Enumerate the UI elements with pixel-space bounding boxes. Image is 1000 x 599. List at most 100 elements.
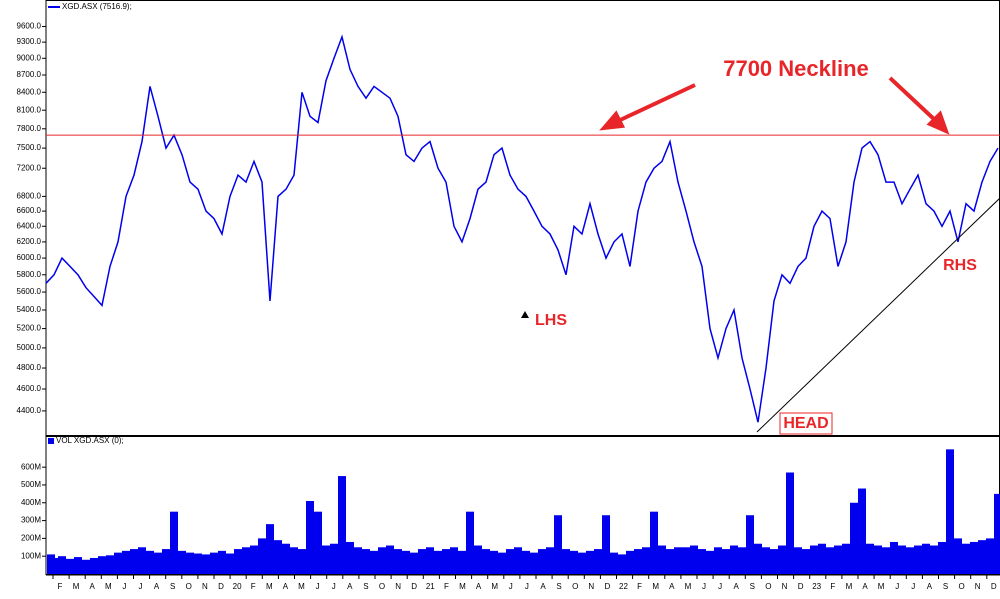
y-tick-label: 6400.0 [17,221,42,230]
volume-bar [594,549,602,574]
y-tick-label: 5200.0 [17,324,42,333]
volume-bar [418,549,426,574]
x-tick-label: J [316,582,320,591]
marker [521,311,529,318]
volume-bar [250,545,258,574]
volume-bar [58,556,66,574]
x-tick-label: A [154,582,160,591]
volume-bar [226,553,234,574]
volume-bar [474,545,482,574]
volume-bar [922,543,930,574]
volume-bar [154,552,162,574]
volume-bar [114,552,122,574]
legend-text: VOL XGD.ASX (0); [56,436,124,445]
x-tick-label: M [298,582,305,591]
x-tick-label: N [975,582,981,591]
volume-bar [658,545,666,574]
x-tick-label: O [765,582,771,591]
x-tick-label: M [846,582,853,591]
volume-bar [770,549,778,574]
x-tick-label: F [830,582,835,591]
volume-bar [314,511,322,574]
annotation: 7700 Neckline [723,56,869,81]
x-tick-label: O [958,582,964,591]
volume-bar [338,476,346,574]
volume-bar [666,549,674,574]
volume-bar [562,549,570,574]
volume-bar [754,543,762,574]
x-tick-label: M [491,582,498,591]
volume-bar [762,547,770,574]
arrow-head [926,110,950,135]
volume-bar [938,541,946,574]
volume-bar [970,541,978,574]
volume-bar [538,549,546,574]
y-tick-label: 300M [21,516,41,525]
x-tick-label: D [218,582,224,591]
x-tick-label: 23 [812,582,821,591]
y-tick-label: 7500.0 [17,143,42,152]
arrows [599,76,950,135]
x-tick-label: F [637,582,642,591]
y-tick-label: 7800.0 [17,124,42,133]
y-tick-label: 4600.0 [17,384,42,393]
volume-bar [954,538,962,574]
volume-bar [914,545,922,574]
x-tick-label: O [186,582,192,591]
volume-bar [802,549,810,574]
volume-bar [242,547,250,574]
x-tick-label: A [862,582,868,591]
y-tick-label: 8400.0 [17,87,42,96]
volume-bar [74,557,82,574]
volume-bar [290,547,298,574]
volume-bar [746,515,754,574]
volume-bar [714,547,722,574]
volume-bar [738,547,746,574]
x-tick-label: S [750,582,755,591]
annotation: LHS [535,312,567,329]
volume-bar [786,472,794,574]
volume-bar [810,545,818,574]
x-tick-label: M [878,582,885,591]
volume-bar [178,550,186,574]
x-tick-label: A [927,582,933,591]
annotation: HEAD [783,415,828,432]
volume-bar [458,550,466,574]
volume-bar [602,515,610,574]
volume-bar [498,552,506,574]
x-tick-label: 20 [233,582,242,591]
volume-bar [410,552,418,574]
arrow-head [599,110,626,131]
annotation-box [779,412,833,435]
y-tick-label: 9000.0 [17,53,42,62]
volume-bar [642,547,650,574]
volume-bar [98,556,106,574]
x-tick-label: J [122,582,126,591]
x-tick-label: N [202,582,208,591]
x-tick-label: O [379,582,385,591]
x-tick-label: N [395,582,401,591]
y-tick-label: 500M [21,480,41,489]
volume-bar [634,549,642,574]
y-tick-label: 8700.0 [17,70,42,79]
volume-bar [834,545,842,574]
volume-bar [978,540,986,574]
volume-bar [122,550,130,574]
x-tick-label: S [363,582,368,591]
x-tick-label: A [476,582,482,591]
volume-bar [962,543,970,574]
x-tick-label: F [251,582,256,591]
volume-bar [442,549,450,574]
volume-bar [50,557,58,574]
volume-bar [266,524,274,574]
volume-bar [298,549,306,574]
annotation: RHS [943,257,977,274]
x-tick-label: S [170,582,175,591]
y-tick-label: 5000.0 [17,343,42,352]
x-tick-label: J [332,582,336,591]
y-tick-label: 6600.0 [17,206,42,215]
x-tick-label: 22 [619,582,628,591]
volume-bar [330,543,338,574]
volume-bar [346,541,354,574]
